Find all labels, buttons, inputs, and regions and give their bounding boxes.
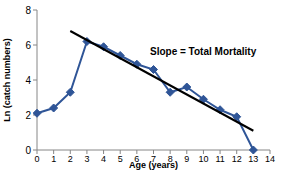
y-axis-label: Ln (catch numbers) xyxy=(2,38,12,122)
marker xyxy=(50,104,58,112)
x-tick-label: 2 xyxy=(68,154,73,164)
x-tick-label: 4 xyxy=(101,154,106,164)
x-tick-label: 12 xyxy=(232,154,242,164)
plot-data xyxy=(33,31,257,154)
y-tick-label: 6 xyxy=(25,40,31,51)
data-line xyxy=(37,42,253,151)
x-tick-label: 3 xyxy=(84,154,89,164)
marker xyxy=(249,146,257,154)
y-tick xyxy=(33,150,37,151)
y-tick-label: 0 xyxy=(25,145,31,156)
x-tick-label: 14 xyxy=(265,154,275,164)
x-tick-label: 10 xyxy=(198,154,208,164)
x-tick-label: 5 xyxy=(118,154,123,164)
marker xyxy=(66,88,74,96)
x-axis-label: Age (years) xyxy=(129,160,178,170)
x-tick-label: 0 xyxy=(34,154,39,164)
marker xyxy=(150,66,158,74)
marker xyxy=(33,109,41,117)
y-tick xyxy=(33,10,37,11)
y-tick-label: 4 xyxy=(25,75,31,86)
x-tick-label: 9 xyxy=(184,154,189,164)
y-tick-label: 8 xyxy=(25,5,31,16)
x-tick-label: 1 xyxy=(51,154,56,164)
marker xyxy=(166,88,174,96)
annotation: Slope = Total Mortality xyxy=(150,46,257,57)
x-tick-label: 11 xyxy=(215,154,224,164)
y-tick xyxy=(33,80,37,81)
chart: 0246801234567891011121314Age (years)Ln (… xyxy=(0,0,300,170)
y-tick xyxy=(33,45,37,46)
y-tick-label: 2 xyxy=(25,110,31,121)
marker xyxy=(183,83,191,91)
x-tick-label: 13 xyxy=(248,154,258,164)
